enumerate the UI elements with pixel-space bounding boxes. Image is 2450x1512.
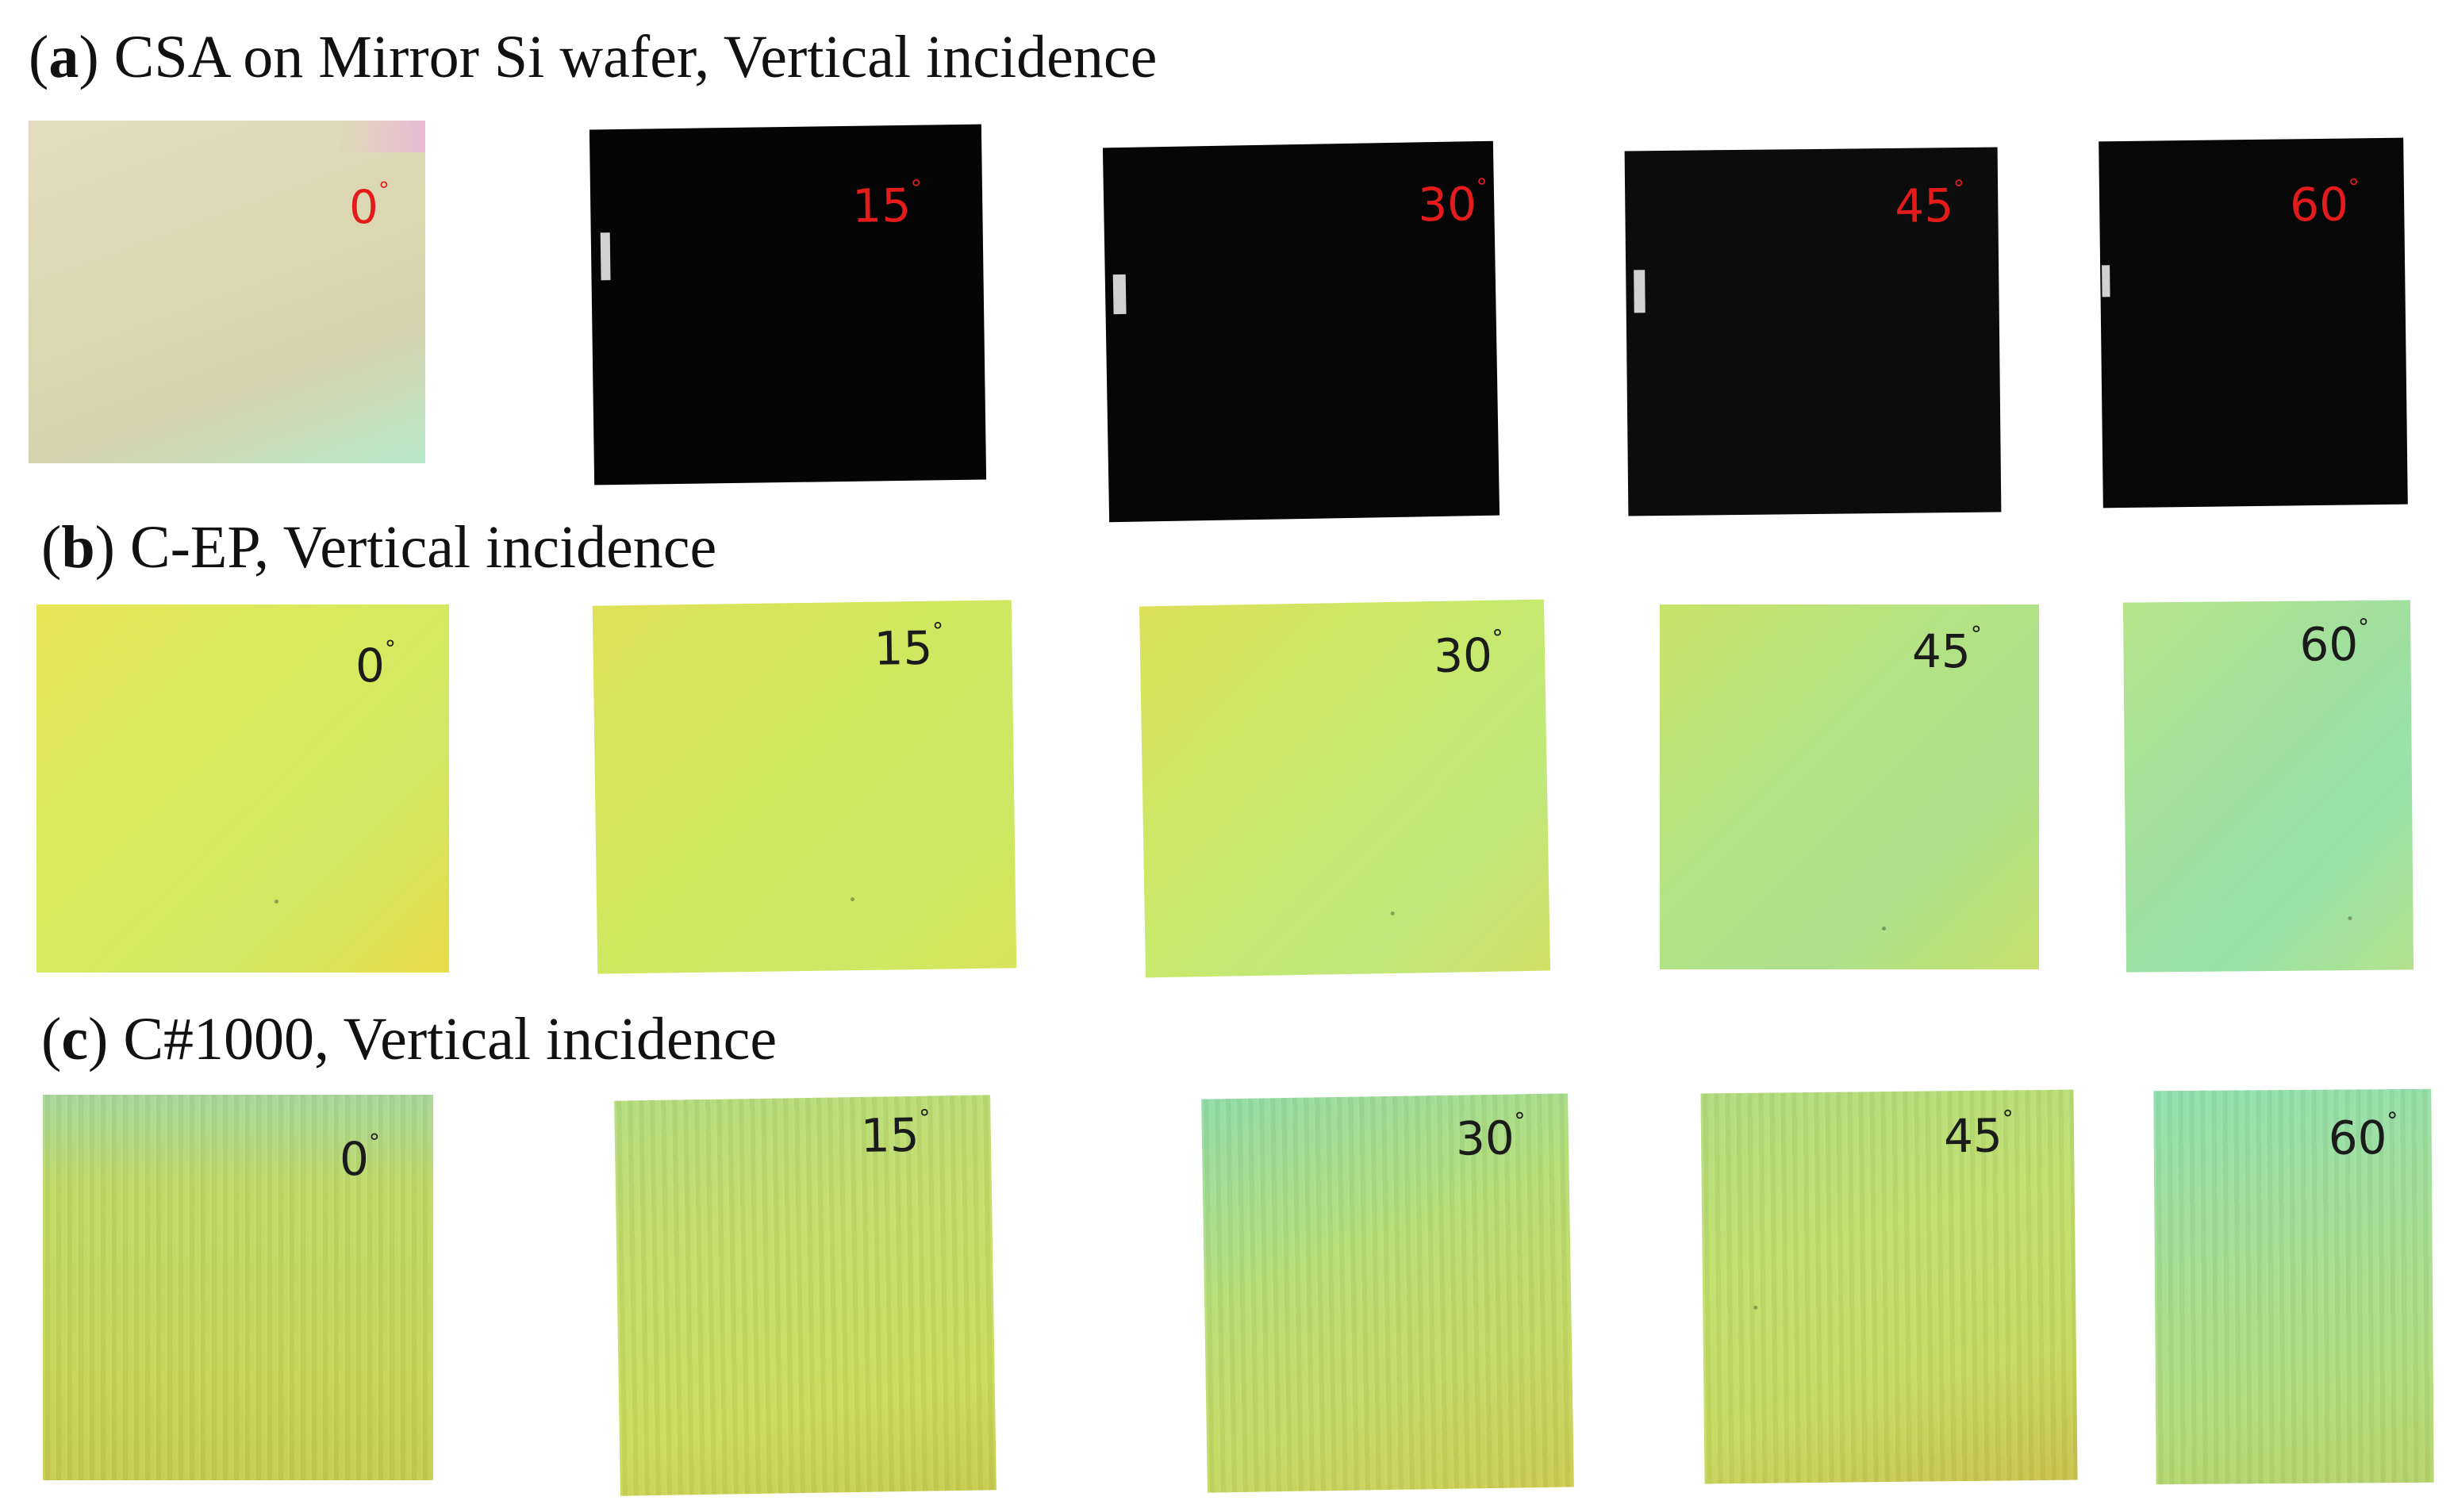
angle-label: 0° [349,177,390,234]
panel-b-title: (b) C-EP, Vertical incidence [41,514,717,581]
panel-a-letter: a [48,24,79,90]
angle-label: 15° [860,1104,931,1163]
angle-label: 15° [874,617,944,676]
sample-c-30: 30° [1201,1093,1574,1493]
sample-b-60: 60° [2122,600,2414,973]
panel-b-title-text: ) C-EP, Vertical incidence [94,514,717,581]
panel-a-title-text: ) CSA on Mirror Si wafer, Vertical incid… [79,24,1158,90]
sample-a-45: 45° [1624,147,2002,516]
angle-label: 30° [1417,173,1488,232]
angle-label: 60° [2289,174,2360,232]
sample-b-45: 45° [1660,604,2039,969]
sample-a-60: 60° [2099,137,2408,508]
panel-c-title: (c) C#1000, Vertical incidence [41,1006,778,1073]
angle-label: 60° [2299,613,2370,672]
angle-label: 45° [1894,175,1965,233]
panel-c-title-text: ) C#1000, Vertical incidence [88,1006,778,1073]
panel-c-letter: c [61,1006,89,1073]
angle-label: 30° [1455,1107,1526,1166]
angle-label: 60° [2328,1107,2398,1165]
angle-label: 45° [1943,1105,2014,1164]
angle-label: 15° [851,175,923,233]
sample-a-15: 15° [589,124,987,485]
sample-c-60: 60° [2153,1088,2434,1485]
angle-label: 0° [340,1129,380,1186]
angle-label: 0° [355,635,396,693]
sample-c-45: 45° [1700,1089,2078,1484]
panel-a-title: (a) CSA on Mirror Si wafer, Vertical inc… [29,24,1158,90]
angle-label: 45° [1912,621,1982,678]
angle-label: 30° [1433,624,1503,684]
panel-b-letter: b [61,514,95,581]
sample-b-30: 30° [1139,599,1551,978]
sample-b-15: 15° [592,600,1017,974]
sample-a-0: 0° [29,121,425,463]
sample-b-0: 0° [36,604,449,973]
sample-c-0: 0° [43,1095,433,1480]
sample-c-15: 15° [614,1095,997,1496]
sample-a-30: 30° [1102,140,1500,523]
